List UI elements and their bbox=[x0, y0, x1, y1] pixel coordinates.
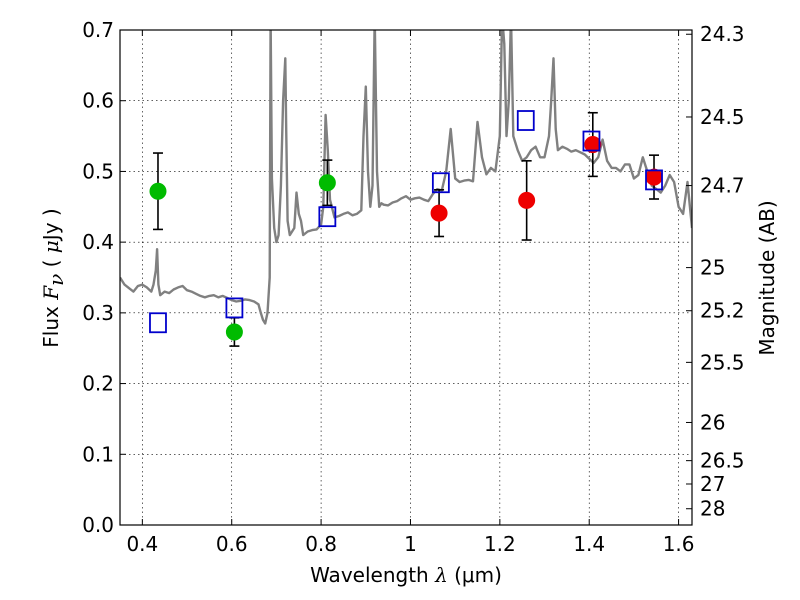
y-tick-label: 0.3 bbox=[82, 301, 114, 325]
y-tick-label: 0.7 bbox=[82, 18, 114, 42]
red-data-point bbox=[518, 191, 536, 209]
y-tick-label: 0.5 bbox=[82, 159, 114, 183]
red-data-point bbox=[645, 168, 663, 186]
x-axis-label-main: Wavelength bbox=[310, 563, 435, 587]
model-photometry-square bbox=[516, 110, 535, 131]
model-spectrum-line bbox=[120, 30, 692, 325]
y-axis-label-main: Flux bbox=[39, 300, 63, 348]
y-axis-label-symbol: F bbox=[39, 285, 63, 301]
plot-frame bbox=[119, 29, 693, 526]
red-data-point bbox=[584, 136, 602, 154]
y2-tick-label: 25 bbox=[700, 256, 725, 280]
x-tick-label: 1.6 bbox=[663, 532, 695, 556]
y-tick-label: 0.2 bbox=[82, 372, 114, 396]
y2-tick-label: 28 bbox=[700, 497, 725, 521]
y-tick-label: 0.0 bbox=[82, 513, 114, 537]
y-tick-label: 0.1 bbox=[82, 442, 114, 466]
y2-tick-label: 25.2 bbox=[700, 299, 745, 323]
y-axis-label-sub: ν bbox=[44, 274, 68, 286]
y2-tick-label: 24.7 bbox=[700, 174, 745, 198]
y-axis-label-unit-open: ( bbox=[39, 253, 63, 274]
model-photometry-square bbox=[645, 169, 663, 191]
model-spectrum-layer bbox=[120, 30, 692, 325]
y2-tick-label: 24.5 bbox=[700, 105, 745, 129]
y2-tick-label: 26.5 bbox=[700, 449, 745, 473]
x-axis-label-unit: (μm) bbox=[448, 563, 502, 587]
x-tick-label: 0.4 bbox=[126, 532, 158, 556]
y-axis-label: Flux Fν ( μJy ) bbox=[39, 208, 68, 347]
x-tick-label: 1.4 bbox=[573, 532, 605, 556]
x-axis-label: Wavelength λ (μm) bbox=[310, 563, 502, 587]
y2-tick-label: 26 bbox=[700, 410, 725, 434]
x-tick-label: 1.2 bbox=[484, 532, 516, 556]
y-tick-label: 0.4 bbox=[82, 230, 114, 254]
y2-tick-label: 27 bbox=[700, 472, 725, 496]
model-photometry-square bbox=[582, 130, 601, 152]
model-photometry-square bbox=[149, 312, 167, 334]
model-photometry-square bbox=[318, 206, 337, 228]
model-photometry-square bbox=[431, 172, 450, 194]
y-tick-label: 0.6 bbox=[82, 89, 114, 113]
green-data-point bbox=[318, 174, 336, 192]
y-axis-label-mu: μ bbox=[39, 240, 63, 253]
red-data-point bbox=[430, 204, 448, 222]
x-tick-label: 0.6 bbox=[216, 532, 248, 556]
y2-tick-label: 24.3 bbox=[700, 22, 745, 46]
green-data-point bbox=[225, 323, 243, 341]
y2-axis-label: Magnitude (AB) bbox=[755, 200, 779, 355]
x-axis-label-symbol: λ bbox=[434, 563, 448, 587]
grid-layer bbox=[120, 29, 692, 526]
data-points-layer bbox=[149, 110, 663, 341]
model-photometry-square bbox=[225, 297, 244, 319]
x-tick-label: 1 bbox=[404, 532, 417, 556]
y2-tick-label: 25.5 bbox=[700, 350, 745, 374]
green-data-point bbox=[149, 182, 167, 200]
y-axis-label-unit-close: Jy ) bbox=[39, 208, 63, 242]
tick-layer: 0.4 0.6 0.8 1 1.2 1.4 1.6 0.0 0.1 0.2 0.3 0.4 0.5 0.6… bbox=[82, 18, 744, 556]
x-tick-label: 0.8 bbox=[305, 532, 337, 556]
